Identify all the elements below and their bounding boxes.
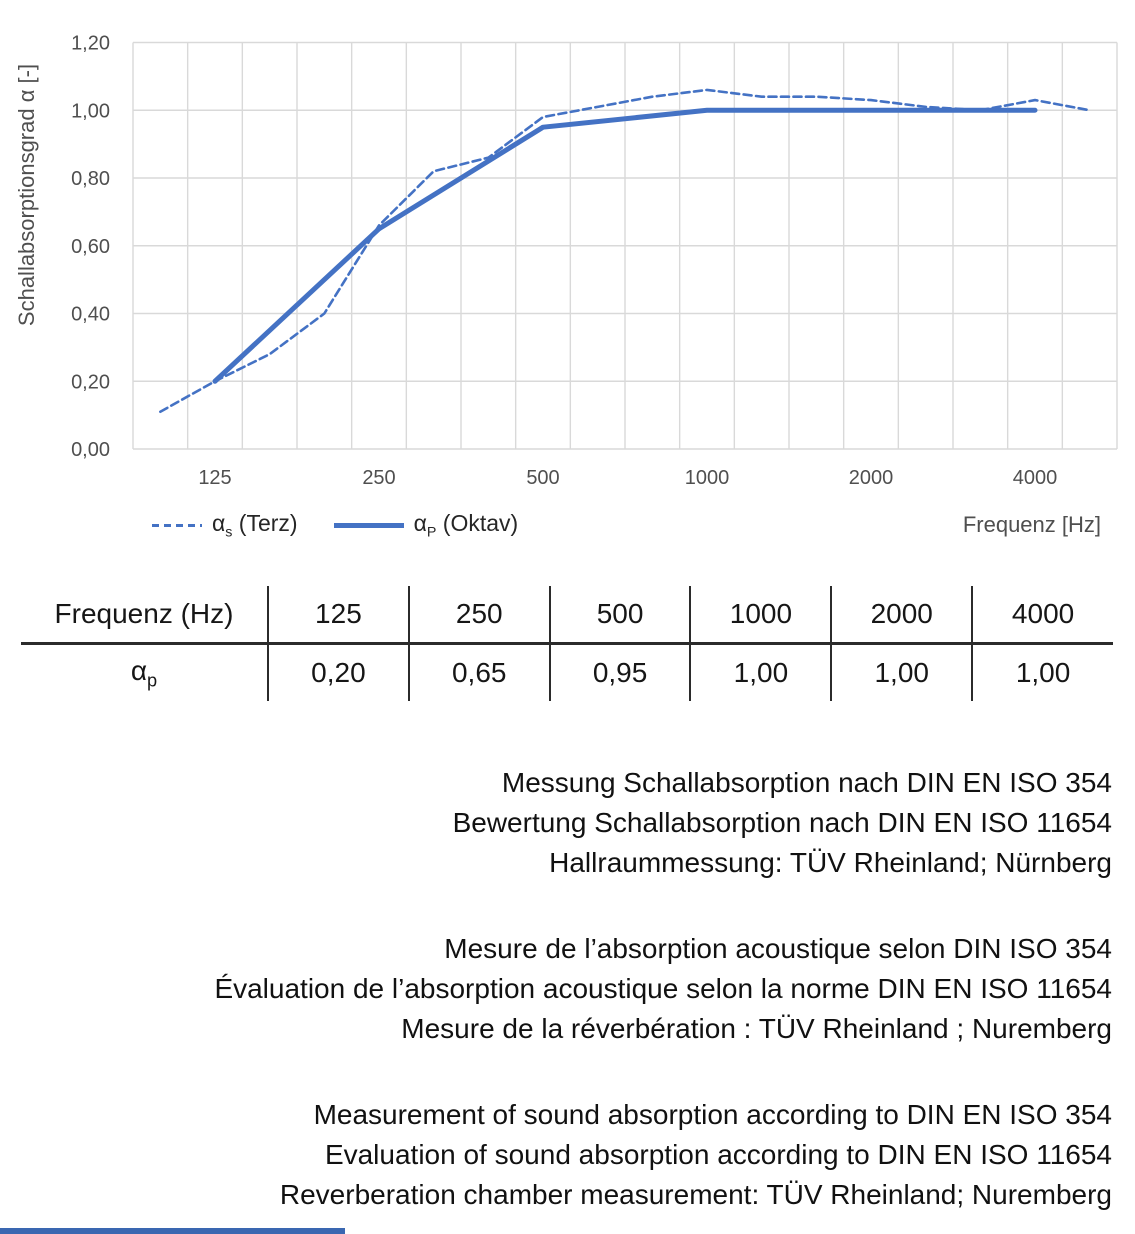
- table-header-4000: 4000: [971, 586, 1113, 645]
- y-axis-title: Schallabsorptionsgrad α [-]: [14, 64, 39, 326]
- x-tick-label: 4000: [1013, 467, 1058, 489]
- table-value-250: 0,65: [407, 643, 550, 701]
- chart-legend: αs (Terz) αP (Oktav) Frequenz [Hz]: [0, 500, 1135, 550]
- note-line: Bewertung Schallabsorption nach DIN EN I…: [452, 807, 1112, 838]
- table-value-4000: 1,00: [971, 643, 1113, 701]
- table-value-row: αp 0,20 0,65 0,95 1,00 1,00 1,00: [21, 643, 1113, 701]
- x-tick-label: 250: [362, 467, 395, 489]
- legend-label-oktav: αP (Oktav): [413, 509, 519, 541]
- y-tick-label: 0,20: [71, 371, 110, 393]
- dashed-line-sample-icon: [152, 523, 202, 527]
- note-line: Hallraummessung: TÜV Rheinland; Nürnberg: [549, 847, 1112, 878]
- note-french: Mesure de l’absorption acoustique selon …: [0, 929, 1135, 1049]
- table-value-500: 0,95: [548, 643, 691, 701]
- series-line-terz: [159, 88, 1091, 414]
- table-row-label-alpha-p: αp: [130, 654, 158, 691]
- table-header-1000: 1000: [689, 586, 832, 645]
- y-tick-label: 0,60: [71, 236, 110, 258]
- table-header-row: Frequenz (Hz) 125 250 500 1000 2000 4000: [21, 586, 1113, 645]
- legend-item-terz: αs (Terz): [152, 509, 298, 541]
- chart-series: [159, 88, 1091, 414]
- legend-label-terz: αs (Terz): [212, 509, 298, 541]
- table-header-frequency: Frequenz (Hz): [21, 586, 268, 645]
- y-tick-label: 1,20: [71, 33, 110, 55]
- note-line: Evaluation of sound absorption according…: [324, 1139, 1112, 1170]
- x-tick-label: 125: [198, 467, 231, 489]
- table-value-125: 0,20: [267, 643, 409, 701]
- note-line: Évaluation de l’absorption acoustique se…: [214, 973, 1112, 1004]
- bottom-accent-bar: [0, 1228, 345, 1234]
- y-axis-tick-labels: 0,00 0,20 0,40 0,60 0,80 1,00 1,20: [71, 33, 110, 462]
- x-tick-label: 500: [526, 467, 559, 489]
- table-header-500: 500: [548, 586, 691, 645]
- y-tick-label: 1,00: [71, 100, 110, 122]
- note-german: Messung Schallabsorption nach DIN EN ISO…: [0, 763, 1135, 883]
- note-line: Mesure de l’absorption acoustique selon …: [444, 933, 1112, 964]
- y-tick-label: 0,40: [71, 304, 110, 326]
- note-line: Measurement of sound absorption accordin…: [313, 1099, 1112, 1130]
- note-line: Mesure de la réverbération : TÜV Rheinla…: [401, 1013, 1112, 1044]
- note-line: Messung Schallabsorption nach DIN EN ISO…: [501, 767, 1112, 798]
- x-axis-tick-labels: 125 250 500 1000 2000 4000: [198, 467, 1057, 489]
- x-axis-title: Frequenz [Hz]: [962, 512, 1101, 537]
- note-line: Reverberation chamber measurement: TÜV R…: [279, 1179, 1112, 1210]
- absorption-chart: 0,00 0,20 0,40 0,60 0,80 1,00 1,20 125 250 500 10…: [14, 33, 1118, 489]
- legend-item-oktav: αP (Oktav): [333, 509, 519, 541]
- x-tick-label: 2000: [849, 467, 894, 489]
- solid-line-sample-icon: [333, 522, 404, 528]
- table-header-125: 125: [267, 586, 409, 645]
- table-value-2000: 1,00: [830, 643, 973, 701]
- note-english: Measurement of sound absorption accordin…: [0, 1095, 1135, 1215]
- absorption-table: Frequenz (Hz) 125 250 500 1000 2000 4000…: [21, 586, 1113, 701]
- chart-gridlines: [132, 41, 1118, 450]
- table-header-2000: 2000: [830, 586, 973, 645]
- table-value-1000: 1,00: [689, 643, 832, 701]
- table-header-250: 250: [407, 586, 550, 645]
- series-line-oktav: [212, 107, 1038, 384]
- x-tick-label: 1000: [685, 467, 730, 489]
- y-tick-label: 0,00: [71, 439, 110, 461]
- y-tick-label: 0,80: [71, 168, 110, 190]
